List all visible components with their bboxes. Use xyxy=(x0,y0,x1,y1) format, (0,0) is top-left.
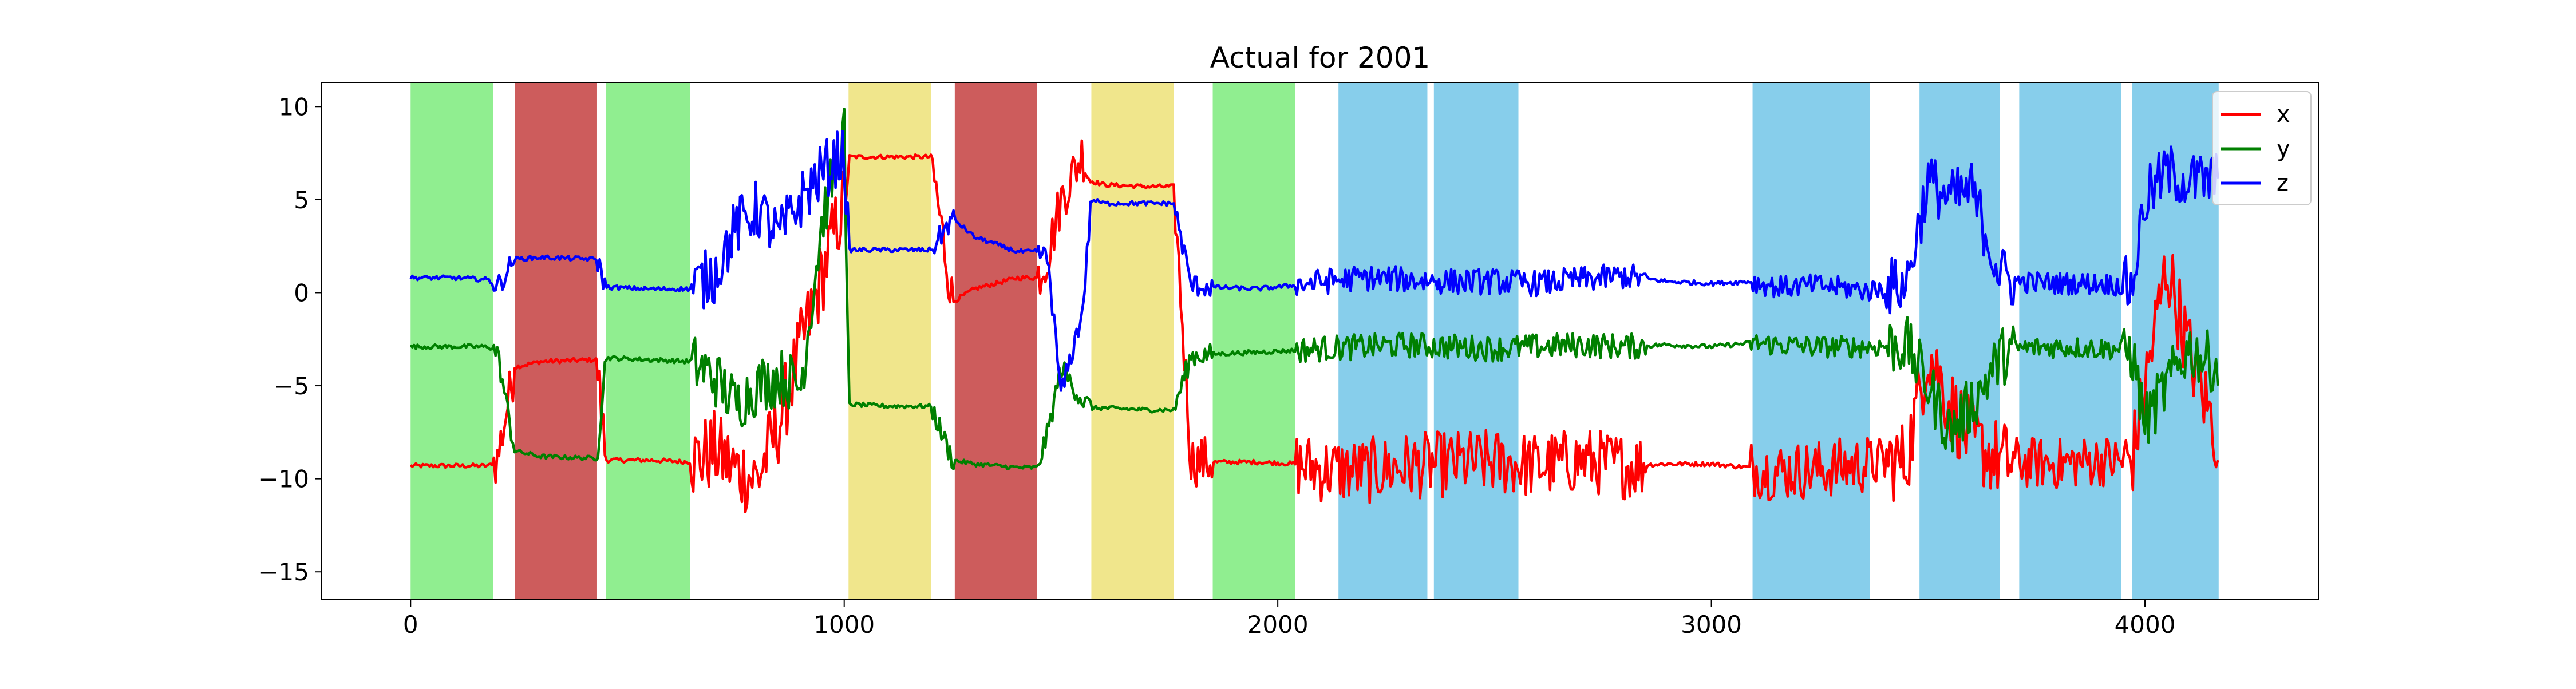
data-series xyxy=(409,108,2219,513)
shaded-region-13 xyxy=(2132,82,2219,600)
shaded-region-7 xyxy=(1212,82,1295,600)
series-line-x xyxy=(409,139,2219,513)
y-tick-label: −10 xyxy=(258,465,309,493)
y-tick-label: 10 xyxy=(279,93,309,121)
legend: xyz xyxy=(2212,91,2312,205)
legend-label-y: y xyxy=(2277,136,2290,162)
y-tick-label: −15 xyxy=(258,558,309,586)
legend-label-z: z xyxy=(2277,170,2289,196)
shaded-region-3 xyxy=(606,82,690,600)
shaded-region-9 xyxy=(1433,82,1519,600)
shaded-region-10 xyxy=(1752,82,1870,600)
shaded-region-1 xyxy=(410,82,493,600)
series-line-y xyxy=(409,108,2219,470)
y-tick-label: 5 xyxy=(294,186,309,214)
shaded-region-2 xyxy=(515,82,597,600)
x-tick-label: 4000 xyxy=(2115,611,2176,639)
shaded-region-4 xyxy=(848,82,931,600)
x-tick-label: 2000 xyxy=(1247,611,1309,639)
series-line-z xyxy=(409,129,2219,392)
x-tick-label: 0 xyxy=(403,611,418,639)
y-tick-label: −5 xyxy=(274,372,309,400)
shaded-region-5 xyxy=(954,82,1037,600)
legend-label-x: x xyxy=(2277,101,2290,128)
y-tick-label: 0 xyxy=(294,279,309,307)
plot-frame xyxy=(321,82,2319,600)
chart-title: Actual for 2001 xyxy=(1210,41,1430,74)
x-tick-label: 3000 xyxy=(1681,611,1742,639)
legend-box xyxy=(2212,91,2312,205)
shaded-region-6 xyxy=(1091,82,1174,600)
x-tick-label: 1000 xyxy=(813,611,875,639)
axes: 0 1000 2000 3000 4000 10 5 0 −5 −10 −15 xyxy=(258,93,2175,639)
